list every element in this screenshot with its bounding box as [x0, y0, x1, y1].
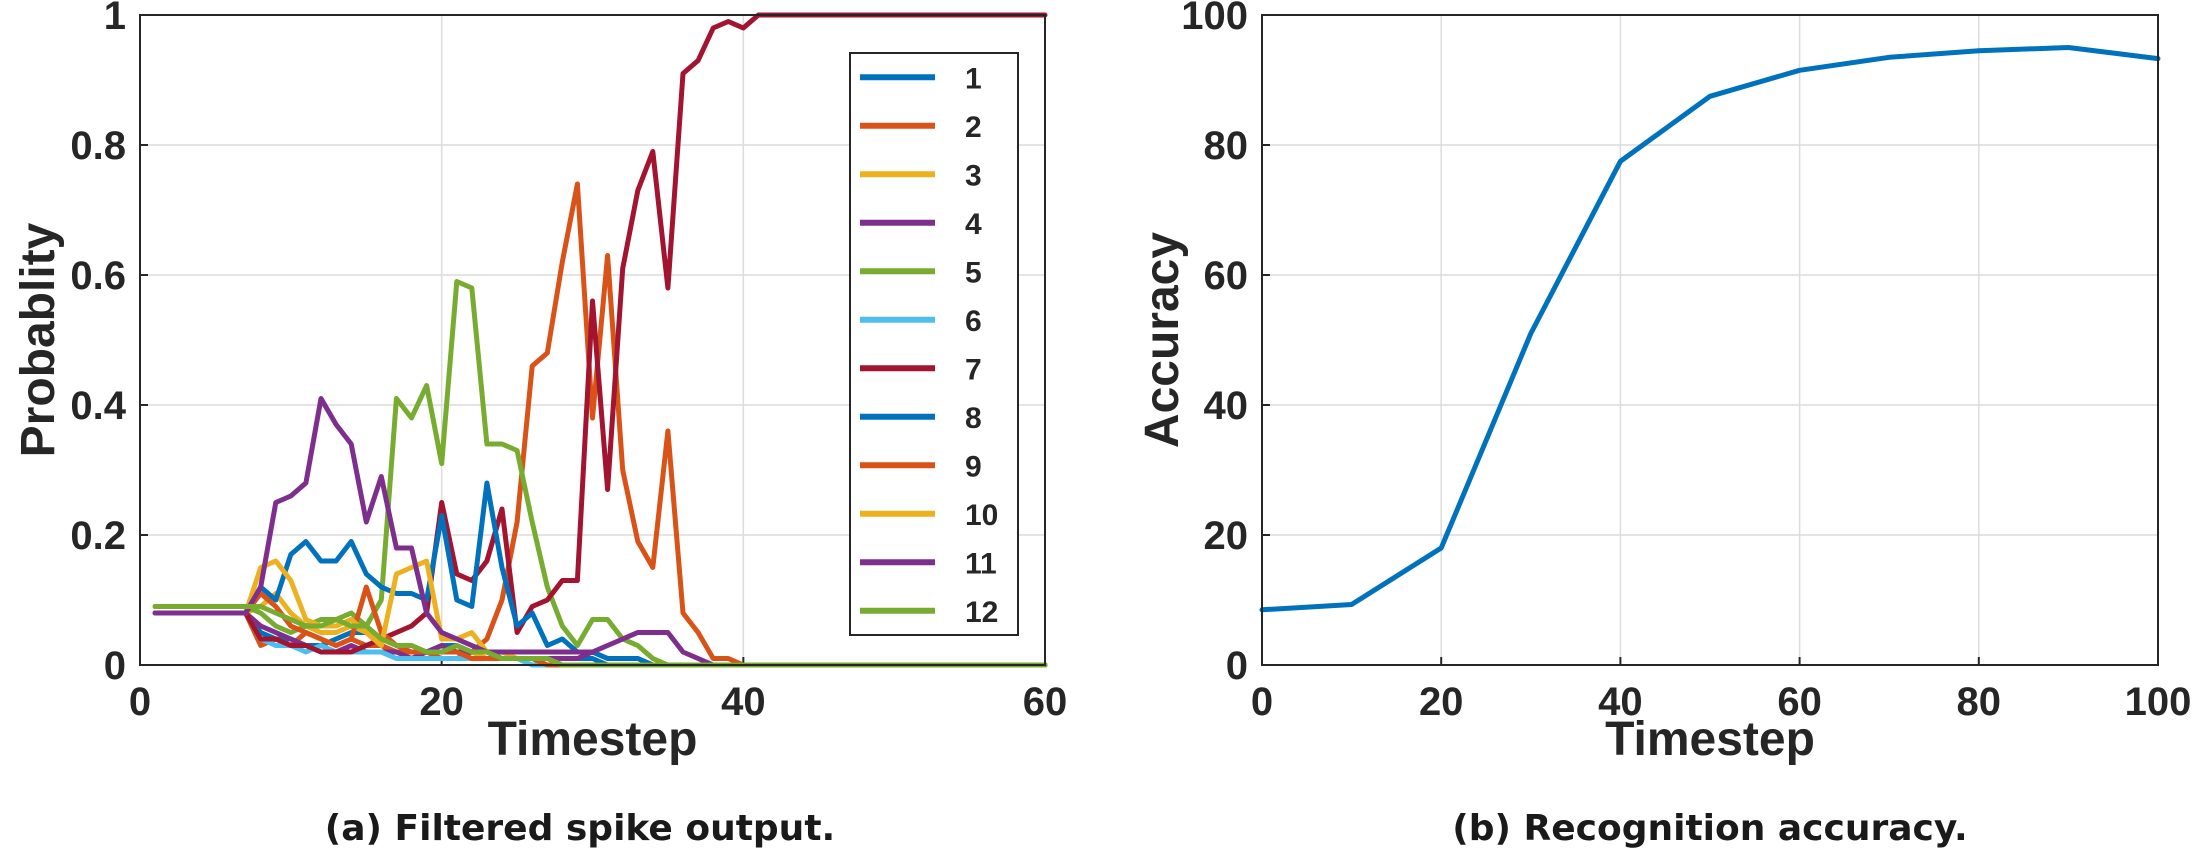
chart-b-grid	[1261, 14, 2159, 666]
x-tick-label: 40	[721, 680, 766, 724]
series-line-1	[1259, 45, 2161, 613]
chart-b-y-axis-label: Accuracy	[1136, 232, 1189, 448]
y-tick-label: 1	[104, 0, 126, 38]
chart-b-y-tick-labels: 0 20 40 60 80 100	[1181, 0, 1248, 688]
y-tick-label: 0	[104, 644, 126, 688]
chart-a-x-axis-label: Timestep	[488, 713, 698, 766]
legend-label: 9	[965, 450, 982, 483]
x-tick-label: 60	[1777, 680, 1822, 724]
x-tick-label: 60	[1023, 680, 1068, 724]
y-tick-label: 0	[1226, 644, 1248, 688]
legend-box	[849, 52, 1019, 636]
y-tick-label: 0.6	[70, 254, 126, 298]
y-tick-label: 0.8	[70, 124, 126, 168]
y-tick-label: 20	[1204, 514, 1249, 558]
legend-label: 5	[965, 256, 982, 289]
legend-label: 6	[965, 305, 982, 338]
x-tick-label: 40	[1598, 680, 1643, 724]
x-tick-label: 100	[2125, 680, 2192, 724]
legend-label: 7	[965, 353, 982, 386]
y-tick-label: 0.4	[70, 384, 126, 428]
legend-label: 10	[965, 499, 998, 532]
x-tick-label: 20	[419, 680, 464, 724]
legend-label: 4	[965, 208, 982, 241]
y-tick-label: 0.2	[70, 514, 126, 558]
chart-b-caption: (b) Recognition accuracy.	[1452, 808, 1967, 849]
chart-a-x-tick-labels: 0 20 40 60	[129, 680, 1067, 724]
chart-a-axes-box	[139, 14, 1046, 666]
chart-b-series-lines	[1259, 45, 2161, 613]
legend-label: 2	[965, 111, 982, 144]
legend-label: 1	[965, 62, 982, 95]
x-tick-label: 80	[1957, 680, 2002, 724]
legend-label: 12	[965, 596, 998, 629]
legend-label: 3	[965, 159, 982, 192]
chart-b-x-tick-labels: 0 20 40 60 80 100	[1251, 680, 2192, 724]
legend-label: 11	[965, 547, 997, 580]
chart-a-caption: (a) Filtered spike output.	[325, 808, 835, 849]
x-tick-label: 0	[1251, 680, 1273, 724]
x-tick-label: 20	[1419, 680, 1464, 724]
chart-a-y-tick-labels: 0 0.2 0.4 0.6 0.8 1	[70, 0, 126, 688]
y-tick-label: 80	[1204, 124, 1249, 168]
y-tick-label: 40	[1204, 384, 1249, 428]
x-tick-label: 0	[129, 680, 151, 724]
chart-b-axes-box	[1261, 14, 2159, 666]
chart-b: 0 20 40 60 80 100 0 20 40 60 80 100 Timestep Accur…	[1136, 0, 2191, 849]
chart-a-y-axis-label: Probablity	[12, 222, 65, 457]
y-tick-label: 60	[1204, 254, 1249, 298]
chart-a: 0 20 40 60 0 0.2 0.4 0.6 0.8 1 Timestep Probabli…	[12, 0, 1067, 849]
chart-b-x-axis-label: Timestep	[1605, 713, 1815, 766]
legend-label: 8	[965, 402, 982, 435]
y-tick-label: 100	[1181, 0, 1248, 38]
